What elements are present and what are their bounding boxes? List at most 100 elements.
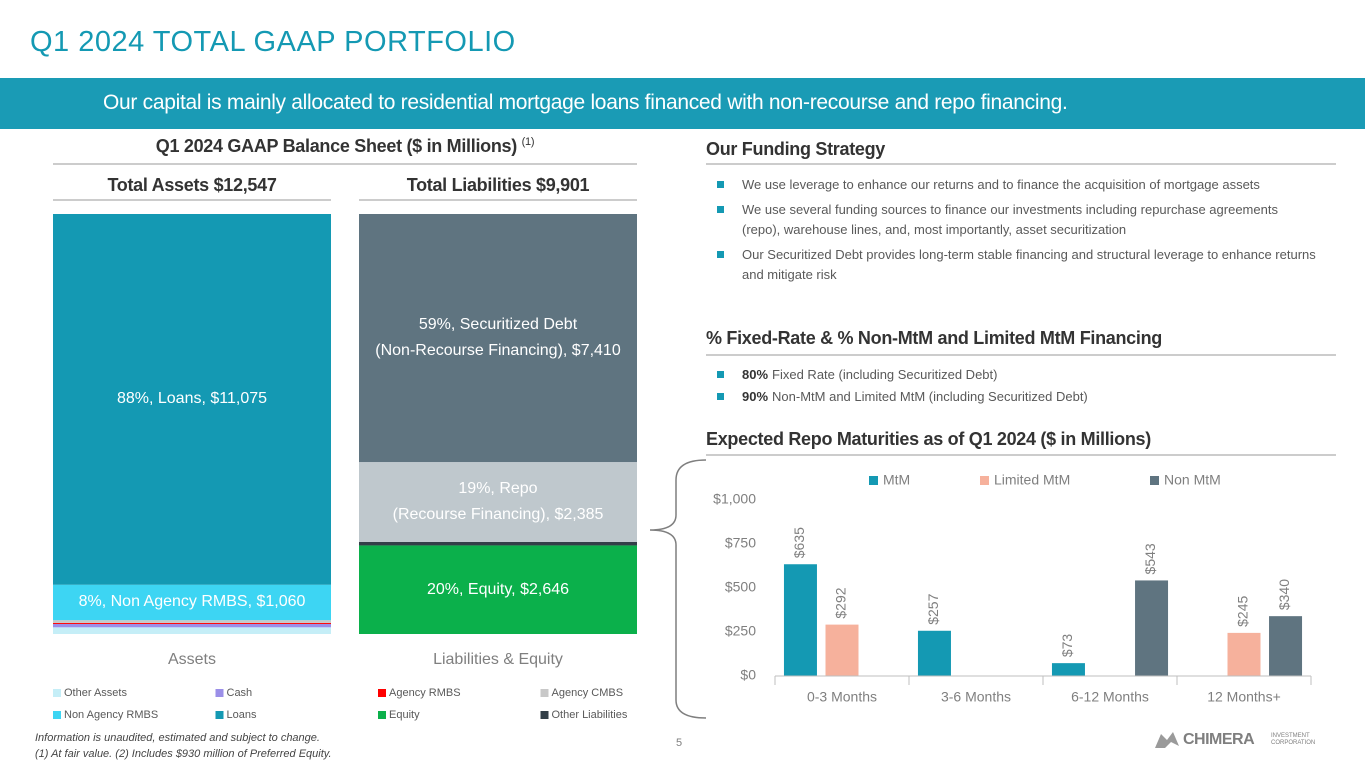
bar-segment — [359, 545, 637, 634]
y-tick-label: $750 — [725, 535, 756, 551]
bullet: 80% Fixed Rate (including Securitized Deb… — [717, 365, 1317, 385]
legend-label: Agency CMBS — [552, 687, 624, 699]
legend-label: Agency RMBS — [389, 687, 461, 699]
legend-swatch — [869, 476, 878, 485]
bar-segment — [359, 462, 637, 542]
data-label: $257 — [925, 593, 941, 624]
bullet: Our Securitized Debt provides long-term … — [717, 245, 1317, 285]
legend-swatch — [215, 689, 224, 697]
data-label: $245 — [1235, 596, 1251, 627]
footnote-ref: (1) — [521, 136, 535, 148]
x-tick-label: Liabilities & Equity — [433, 651, 563, 668]
bullet-text: We use several funding sources to financ… — [742, 202, 1278, 237]
bullet-text: Non-MtM and Limited MtM (including Secur… — [772, 389, 1088, 404]
legend-swatch — [1150, 476, 1159, 485]
legend-label: Non Agency RMBS — [64, 709, 158, 721]
footnote: (1) At fair value. (2) Includes $930 mil… — [35, 748, 332, 760]
bar-segment — [53, 622, 331, 624]
legend-swatch — [540, 711, 549, 719]
bullet-text: Our Securitized Debt provides long-term … — [742, 247, 1316, 282]
chart-title: Q1 2024 GAAP Balance Sheet ($ in Million… — [53, 136, 637, 157]
legend-swatch — [540, 689, 549, 697]
legend-label: Cash — [227, 687, 253, 699]
logo-icon — [1155, 732, 1179, 748]
legend-swatch — [378, 689, 386, 697]
bar-segment — [53, 627, 331, 634]
data-label: $543 — [1142, 543, 1158, 574]
data-label: $73 — [1059, 634, 1075, 658]
section-heading: % Fixed-Rate & % Non-MtM and Limited MtM… — [706, 328, 1162, 348]
legend-swatch — [378, 711, 386, 719]
bullet-marker — [717, 393, 724, 400]
slide-title: Q1 2024 TOTAL GAAP PORTFOLIO — [30, 26, 516, 58]
y-tick-label: $250 — [725, 623, 756, 639]
bullet-bold: 80% — [742, 367, 769, 382]
legend-label: Limited MtM — [994, 472, 1070, 488]
legend-label: Other Liabilities — [552, 709, 628, 721]
bullet-text: Fixed Rate (including Securitized Debt) — [772, 367, 998, 382]
y-tick-label: $500 — [725, 579, 756, 595]
legend-label: Equity — [389, 709, 420, 721]
bullet-bold: 90% — [742, 389, 769, 404]
bullet-text: We use leverage to enhance our returns a… — [742, 177, 1260, 192]
data-label: $292 — [833, 587, 849, 618]
bullet-list: We use leverage to enhance our returns a… — [717, 175, 1317, 290]
x-tick-label: 6-12 Months — [1071, 689, 1149, 705]
data-label: 59%, Securitized Debt (Non-Recourse Fina… — [375, 316, 621, 360]
data-label: 19%, Repo (Recourse Financing), $2,385 — [392, 479, 604, 523]
bar-segment — [53, 214, 331, 585]
data-label: $635 — [791, 527, 807, 558]
bar-segment — [53, 620, 331, 623]
bar-segment — [359, 541, 637, 546]
data-label: 20%, Equity, $2,646 — [426, 580, 570, 598]
x-tick-label: 3-6 Months — [941, 689, 1011, 705]
y-tick-label: $1,000 — [713, 491, 756, 507]
bar — [1227, 632, 1261, 676]
legend-label: Other Assets — [64, 687, 127, 699]
bar — [825, 624, 859, 676]
chart-title-text: Q1 2024 GAAP Balance Sheet ($ in Million… — [155, 136, 518, 156]
page-number: 5 — [676, 737, 683, 749]
bar — [783, 564, 817, 676]
footnote: Information is unaudited, estimated and … — [35, 732, 320, 744]
data-label: 88%, Loans, $11,075 — [116, 390, 268, 408]
bullet-marker — [717, 251, 724, 258]
legend-swatch — [215, 711, 224, 719]
legend-swatch — [53, 711, 61, 719]
bullet-marker — [717, 181, 724, 188]
bullet: We use several funding sources to financ… — [717, 200, 1317, 240]
bar — [1269, 616, 1303, 676]
chart-title: Expected Repo Maturities as of Q1 2024 (… — [706, 429, 1151, 449]
bar-segment — [359, 214, 637, 463]
section-heading: Our Funding Strategy — [706, 139, 886, 159]
legend-swatch — [53, 689, 61, 697]
bullet: We use leverage to enhance our returns a… — [717, 175, 1317, 195]
bullet-list: 80% Fixed Rate (including Securitized Deb… — [717, 365, 1317, 409]
x-tick-label: Assets — [168, 651, 216, 668]
legend-swatch — [980, 476, 989, 485]
bullet: 90% Non-MtM and Limited MtM (including Se… — [717, 387, 1317, 407]
total-label: Total Liabilities $9,901 — [406, 175, 590, 195]
bar — [1135, 580, 1169, 676]
bar-segment — [53, 623, 331, 628]
data-label: $340 — [1276, 579, 1292, 610]
logo-subtitle: INVESTMENT CORPORATION — [1271, 733, 1316, 746]
total-label: Total Assets $12,547 — [107, 175, 277, 195]
legend-label: Loans — [227, 709, 257, 721]
legend-label: MtM — [883, 472, 910, 488]
bar — [1051, 663, 1085, 676]
bar-segment — [53, 584, 331, 621]
bullet-marker — [717, 371, 724, 378]
banner-text: Our capital is mainly allocated to resid… — [103, 91, 1068, 114]
bar — [917, 630, 951, 676]
x-tick-label: 0-3 Months — [807, 689, 877, 705]
banner — [0, 78, 1365, 129]
legend-label: Non MtM — [1164, 472, 1221, 488]
data-label: 8%, Non Agency RMBS, $1,060 — [78, 593, 306, 611]
brace — [649, 459, 707, 719]
logo: CHIMERA — [1183, 731, 1255, 748]
bullet-marker — [717, 206, 724, 213]
x-tick-label: 12 Months+ — [1207, 689, 1281, 705]
